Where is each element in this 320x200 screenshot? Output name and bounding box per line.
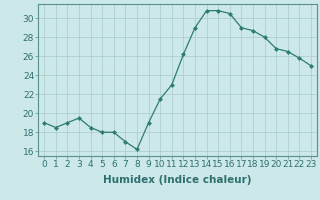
X-axis label: Humidex (Indice chaleur): Humidex (Indice chaleur)	[103, 175, 252, 185]
